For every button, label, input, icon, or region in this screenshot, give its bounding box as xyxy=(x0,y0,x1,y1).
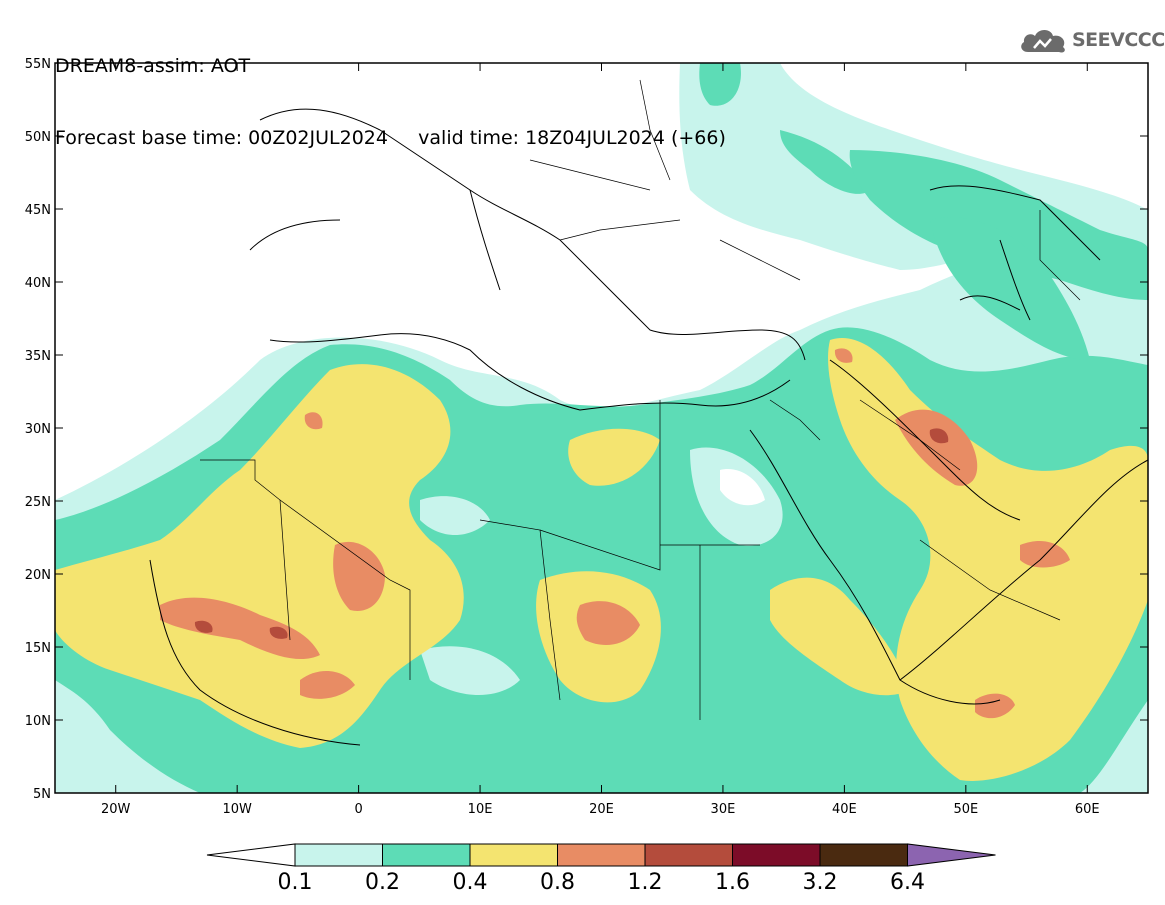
aot-band-0.4 xyxy=(55,338,1148,781)
longitude-axis: 20W 10W 0 10E 20E 30E 40E 50E 60E xyxy=(101,63,1100,817)
colorbar-swatch xyxy=(732,843,821,867)
valid-time: valid time: 18Z04JUL2024 (+66) xyxy=(418,127,726,149)
seevccc-logo: SEEVCCC xyxy=(1018,24,1165,56)
lon-label: 20W xyxy=(101,802,131,817)
lat-label: 5N xyxy=(33,787,51,802)
lon-label: 50E xyxy=(953,802,978,817)
lat-label: 45N xyxy=(25,203,51,218)
lon-label: 10W xyxy=(222,802,252,817)
borders xyxy=(200,79,1081,720)
lon-label: 20E xyxy=(589,802,614,817)
colorbar-label: 0.2 xyxy=(365,870,400,895)
colorbar-label: 0.1 xyxy=(278,870,313,895)
colorbar-swatch xyxy=(382,843,471,867)
lat-label: 30N xyxy=(25,422,51,437)
aot-white-patches xyxy=(720,469,765,506)
colorbar-over-arrow xyxy=(907,843,996,867)
header: DREAM8-assim: AOT Forecast base time: 00… xyxy=(55,6,726,174)
lat-label: 50N xyxy=(25,130,51,145)
logo-text: SEEVCCC xyxy=(1072,29,1165,51)
colorbar: 0.1 0.2 0.4 0.8 1.2 1.6 3.2 6.4 xyxy=(206,843,996,895)
colorbar-label: 0.4 xyxy=(453,870,488,895)
colorbar-label: 0.8 xyxy=(540,870,575,895)
lat-label: 15N xyxy=(25,641,51,656)
lon-label: 10E xyxy=(468,802,493,817)
lat-label: 55N xyxy=(25,57,51,72)
colorbar-swatch xyxy=(557,843,646,867)
colorbar-label: 6.4 xyxy=(890,870,925,895)
colorbar-label: 1.2 xyxy=(628,870,663,895)
colorbar-swatch xyxy=(469,843,558,867)
map-title: DREAM8-assim: AOT xyxy=(55,55,251,77)
lon-label: 40E xyxy=(832,802,857,817)
aot-field xyxy=(55,63,1148,793)
lat-label: 40N xyxy=(25,276,51,291)
latitude-axis: 55N 50N 45N 40N 35N 30N 25N 20N 15N 10N 5N xyxy=(25,57,1148,802)
colorbar-under-arrow xyxy=(206,843,296,867)
lat-label: 35N xyxy=(25,349,51,364)
colorbar-swatch xyxy=(294,843,383,867)
colorbar-label: 1.6 xyxy=(715,870,750,895)
lat-label: 10N xyxy=(25,714,51,729)
lon-label: 30E xyxy=(711,802,736,817)
aot-band-1.2 xyxy=(194,428,949,639)
lat-label: 25N xyxy=(25,495,51,510)
colorbar-label: 3.2 xyxy=(803,870,838,895)
lon-label: 0 xyxy=(354,802,362,817)
lon-label: 60E xyxy=(1075,802,1100,817)
aot-band-0.8 xyxy=(160,348,1070,719)
coastlines xyxy=(149,108,1148,746)
colorbar-swatch xyxy=(819,843,908,867)
cloud-icon xyxy=(1021,30,1065,53)
colorbar-swatch xyxy=(644,843,733,867)
forecast-base-time: Forecast base time: 00Z02JUL2024 xyxy=(55,127,388,149)
lat-label: 20N xyxy=(25,568,51,583)
time-line: Forecast base time: 00Z02JUL2024 valid t… xyxy=(55,126,726,150)
